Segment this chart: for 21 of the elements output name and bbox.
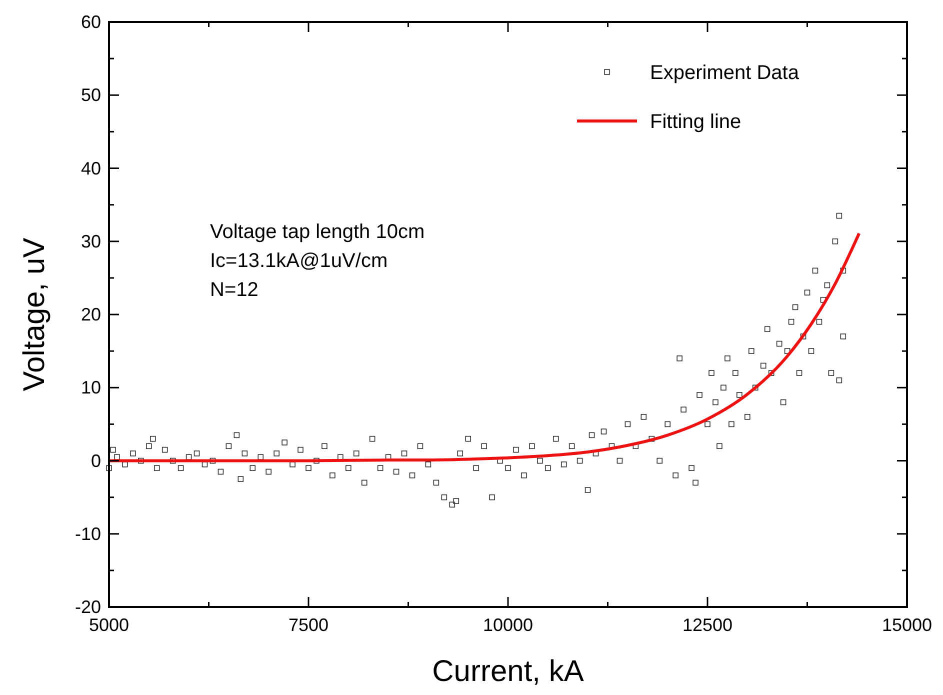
annotation: N=12 [210,279,258,301]
legend-label: Fitting line [650,111,742,133]
x-axis-title: Current, kA [432,655,584,688]
y-tick-label: -10 [74,524,101,544]
x-tick-label: 5000 [88,615,130,635]
annotation: Voltage tap length 10cm [210,221,425,243]
x-tick-label: 10000 [482,615,534,635]
x-tick-label: 7500 [288,615,329,635]
y-tick-label: 30 [80,231,101,252]
y-tick-label: 40 [80,158,101,178]
legend-label: Experiment Data [650,62,800,84]
y-tick-label: 60 [80,12,101,32]
x-tick-label: 15000 [882,615,932,635]
x-tick-label: 12500 [682,615,733,635]
y-tick-label: 50 [80,85,101,106]
y-tick-label: 10 [80,378,101,398]
y-axis-title: Voltage, uV [18,238,51,392]
y-tick-label: 20 [80,304,101,324]
y-tick-label: 0 [90,450,101,471]
y-tick-label: -20 [74,597,101,617]
annotation: Ic=13.1kA@1uV/cm [210,250,388,272]
